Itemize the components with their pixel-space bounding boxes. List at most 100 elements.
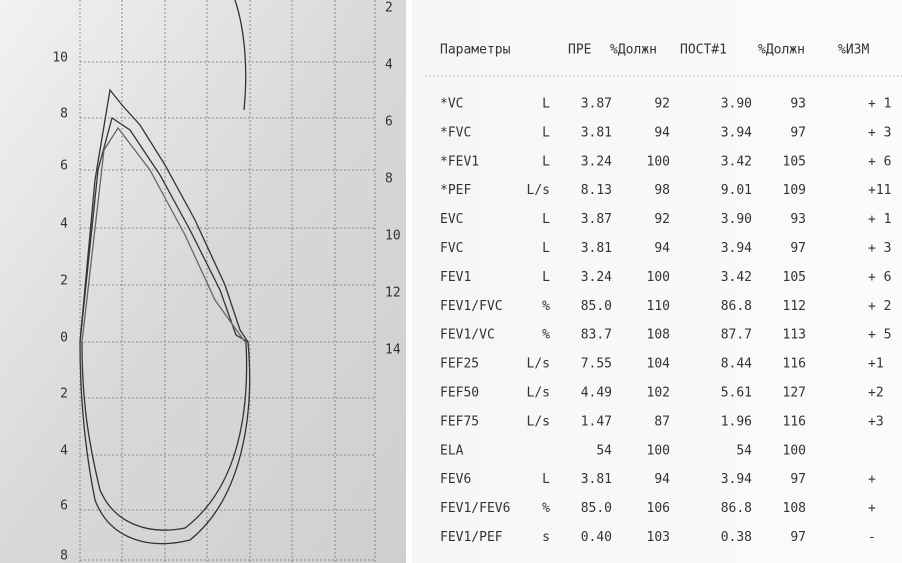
cell-pre: 85.0 (581, 501, 612, 516)
left-label: 8 (60, 549, 68, 563)
cell-unit: L/s (527, 386, 550, 401)
cell-unit: L/s (527, 357, 550, 372)
cell-pre: 3.87 (581, 97, 612, 112)
cell-param: FEV1 (440, 270, 471, 285)
cell-change: + 6 (868, 270, 891, 285)
cell-post-pct: 97 (790, 472, 806, 487)
right-label: 8 (385, 172, 393, 187)
cell-unit: s (542, 530, 550, 545)
cell-pre-pct: 106 (647, 501, 670, 516)
curve-pre (79, 88, 249, 343)
cell-post-pct: 97 (790, 530, 806, 545)
header-cell: %Должн (610, 43, 657, 58)
cell-post: 3.94 (721, 125, 752, 140)
cell-post-pct: 93 (790, 212, 806, 227)
cell-post-pct: 127 (783, 386, 806, 401)
flow-volume-curves (79, 0, 251, 545)
table-photo (412, 0, 902, 563)
cell-pre-pct: 100 (647, 154, 670, 169)
cell-change: + 5 (868, 328, 891, 343)
cell-param: FEV1/FVC (440, 299, 503, 314)
cell-change: +1 (868, 357, 884, 372)
cell-pre-pct: 103 (647, 530, 670, 545)
cell-pre: 0.40 (581, 530, 612, 545)
cell-param: FVC (440, 241, 463, 256)
cell-post: 3.42 (721, 154, 752, 169)
left-label: 4 (60, 444, 68, 459)
cell-pre: 1.47 (581, 414, 612, 429)
cell-change: + 6 (868, 154, 891, 169)
cell-param: FEV1/FEV6 (440, 501, 510, 516)
table: Параметры ПРЕ %Должн ПОСТ#1 %Должн %ИЗМ *VC L 3.… (425, 43, 902, 545)
cell-pre: 83.7 (581, 328, 612, 343)
cell-pre-pct: 94 (654, 125, 670, 140)
cell-post-pct: 105 (783, 270, 806, 285)
cell-change: + 2 (868, 299, 891, 314)
axis-labels: 10 8 6 4 2 0 2 4 6 8 2 4 6 8 10 12 14 (52, 1, 400, 563)
cell-post: 3.94 (721, 241, 752, 256)
left-label: 10 (52, 51, 68, 66)
cell-post: 87.7 (721, 328, 752, 343)
cell-unit: L (542, 125, 550, 140)
cell-pre-pct: 102 (647, 386, 670, 401)
header-cell: %ИЗМ (838, 43, 869, 58)
header-cell: ПОСТ#1 (680, 43, 727, 58)
cell-param: EVC (440, 212, 463, 227)
cell-param: FEF75 (440, 414, 479, 429)
cell-change: + 1 (868, 97, 891, 112)
cell-pre: 4.49 (581, 386, 612, 401)
curve-time (234, 0, 247, 111)
cell-unit: L/s (527, 183, 550, 198)
cell-post-pct: 97 (790, 125, 806, 140)
cell-pre-pct: 94 (654, 472, 670, 487)
cell-post-pct: 93 (790, 97, 806, 112)
cell-post: 9.01 (721, 183, 752, 198)
cell-post: 3.42 (721, 270, 752, 285)
cell-unit: % (542, 501, 550, 516)
cell-pre: 3.81 (581, 125, 612, 140)
cell-unit: L (542, 154, 550, 169)
left-label: 0 (60, 331, 68, 346)
cell-pre: 3.87 (581, 212, 612, 227)
cell-post-pct: 116 (783, 357, 806, 372)
cell-pre: 3.81 (581, 472, 612, 487)
chart-photo (0, 0, 406, 563)
cell-unit: L (542, 241, 550, 256)
cell-post-pct: 113 (783, 328, 806, 343)
cell-param: FEV1/PEF (440, 530, 503, 545)
curve-insp-pre (79, 341, 251, 545)
cell-post-pct: 108 (783, 501, 806, 516)
cell-pre: 7.55 (581, 357, 612, 372)
cell-change: + 3 (868, 125, 891, 140)
cell-pre: 3.81 (581, 241, 612, 256)
cell-unit: % (542, 299, 550, 314)
cell-pre-pct: 104 (647, 357, 671, 372)
cell-post-pct: 100 (783, 443, 806, 458)
cell-post-pct: 105 (783, 154, 806, 169)
cell-param: *VC (440, 97, 463, 112)
cell-post: 5.61 (721, 386, 752, 401)
right-label: 2 (385, 1, 393, 16)
cell-param: FEF50 (440, 386, 479, 401)
cell-pre-pct: 100 (647, 270, 670, 285)
cell-change: + (868, 501, 876, 516)
cell-post: 8.44 (721, 357, 752, 372)
cell-pre: 3.24 (581, 154, 612, 169)
right-label: 4 (385, 58, 393, 73)
cell-change: - (868, 530, 876, 545)
cell-param: *FEV1 (440, 154, 479, 169)
cell-unit: L (542, 212, 550, 227)
cell-pre-pct: 94 (654, 241, 670, 256)
curve-predicted (81, 126, 246, 343)
curve-post (79, 116, 249, 343)
cell-post-pct: 116 (783, 414, 806, 429)
cell-pre-pct: 92 (654, 97, 670, 112)
cell-pre-pct: 98 (654, 183, 670, 198)
cell-pre: 85.0 (581, 299, 612, 314)
cell-post-pct: 112 (783, 299, 806, 314)
curve-insp-post (81, 341, 248, 531)
right-label: 12 (385, 286, 401, 301)
cell-unit: L (542, 97, 550, 112)
cell-post: 3.90 (721, 97, 752, 112)
cell-post: 0.38 (721, 530, 752, 545)
